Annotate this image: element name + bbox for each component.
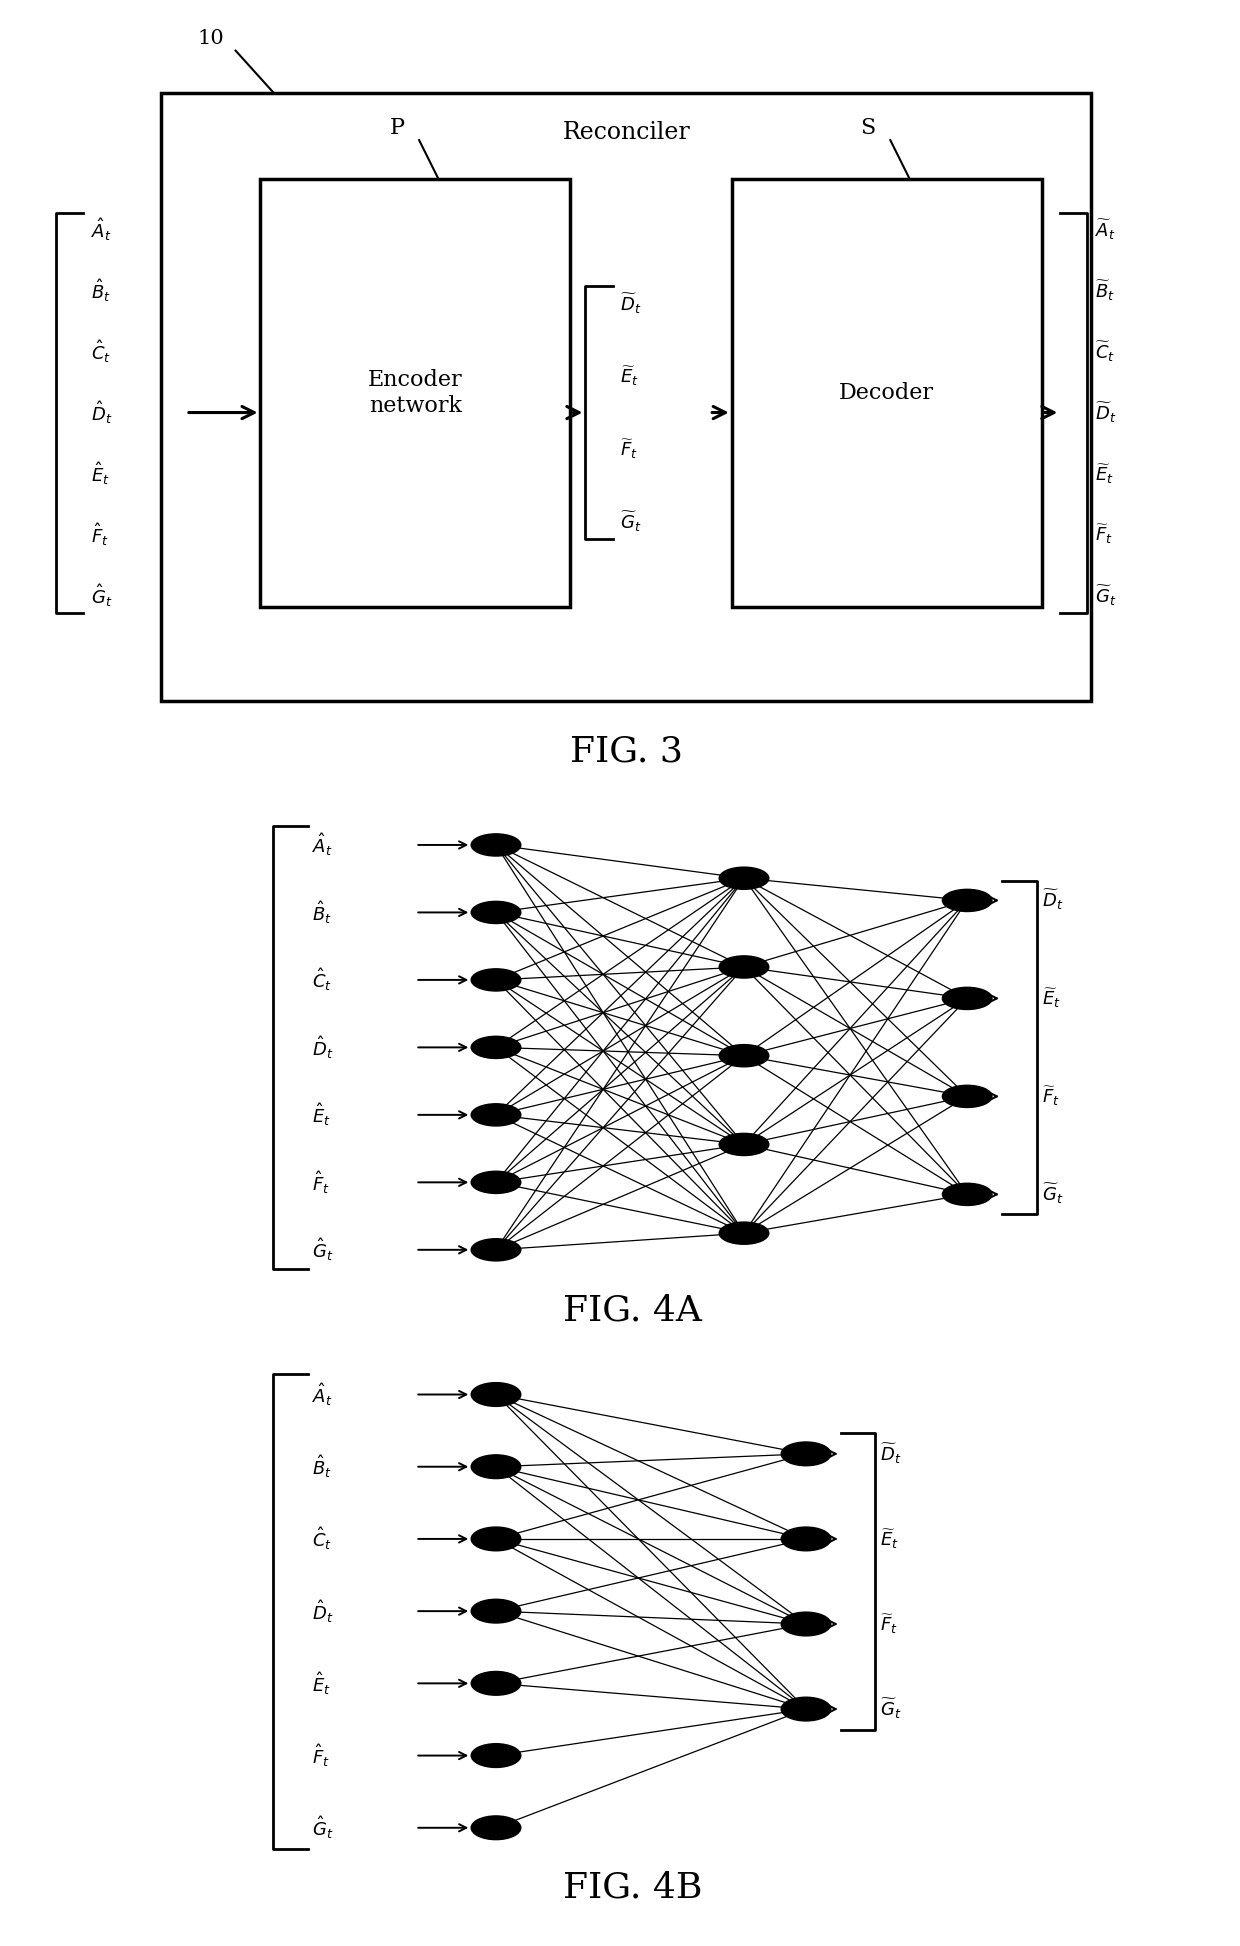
Text: Encoder
network: Encoder network <box>368 370 463 416</box>
Text: 10: 10 <box>197 29 224 49</box>
Circle shape <box>942 987 992 1010</box>
Text: $\hat{D}_t$: $\hat{D}_t$ <box>91 399 112 426</box>
Text: $\hat{E}_t$: $\hat{E}_t$ <box>91 459 109 486</box>
Text: $\hat{F}_t$: $\hat{F}_t$ <box>91 522 108 549</box>
Text: $\widetilde{D}_t$: $\widetilde{D}_t$ <box>620 292 641 315</box>
Text: $\widetilde{F}_t$: $\widetilde{F}_t$ <box>880 1611 898 1637</box>
Text: FIG. 3: FIG. 3 <box>569 734 683 769</box>
Text: $\widetilde{E}_t$: $\widetilde{E}_t$ <box>620 364 639 387</box>
Text: P: P <box>389 117 404 140</box>
Text: Reconciler: Reconciler <box>562 121 691 144</box>
Circle shape <box>781 1697 831 1720</box>
Circle shape <box>471 1240 521 1261</box>
Circle shape <box>471 1037 521 1059</box>
Text: $\widetilde{A}_t$: $\widetilde{A}_t$ <box>1095 218 1116 241</box>
Circle shape <box>471 1171 521 1193</box>
Text: $\hat{G}_t$: $\hat{G}_t$ <box>91 582 112 609</box>
Circle shape <box>781 1442 831 1465</box>
Text: $\hat{E}_t$: $\hat{E}_t$ <box>312 1670 331 1697</box>
Text: $\widetilde{B}_t$: $\widetilde{B}_t$ <box>1095 278 1115 304</box>
Text: FIG. 4A: FIG. 4A <box>563 1294 702 1327</box>
Circle shape <box>471 1103 521 1127</box>
Text: $\hat{G}_t$: $\hat{G}_t$ <box>312 1236 334 1263</box>
Circle shape <box>471 1600 521 1623</box>
Circle shape <box>942 1086 992 1107</box>
Text: $\widetilde{G}_t$: $\widetilde{G}_t$ <box>880 1697 901 1720</box>
Circle shape <box>942 889 992 911</box>
Circle shape <box>719 955 769 979</box>
Circle shape <box>471 1816 521 1839</box>
Text: $\hat{C}_t$: $\hat{C}_t$ <box>312 1526 332 1553</box>
Circle shape <box>471 1672 521 1695</box>
Text: $\hat{D}_t$: $\hat{D}_t$ <box>312 1598 334 1625</box>
Text: $\hat{A}_t$: $\hat{A}_t$ <box>91 216 112 243</box>
Text: $\widetilde{D}_t$: $\widetilde{D}_t$ <box>1095 401 1116 424</box>
Circle shape <box>719 868 769 889</box>
Text: $\widetilde{E}_t$: $\widetilde{E}_t$ <box>1042 987 1060 1010</box>
Text: $\widetilde{E}_t$: $\widetilde{E}_t$ <box>880 1528 899 1551</box>
Circle shape <box>781 1611 831 1637</box>
Text: $\widetilde{D}_t$: $\widetilde{D}_t$ <box>880 1442 901 1465</box>
Bar <box>161 93 1091 701</box>
Text: FIG. 4B: FIG. 4B <box>563 1870 702 1903</box>
Text: $\widetilde{E}_t$: $\widetilde{E}_t$ <box>1095 461 1114 485</box>
Bar <box>260 179 570 607</box>
Circle shape <box>719 1045 769 1066</box>
Text: $\hat{C}_t$: $\hat{C}_t$ <box>312 967 332 992</box>
Text: $\hat{D}_t$: $\hat{D}_t$ <box>312 1033 334 1061</box>
Text: $\widetilde{C}_t$: $\widetilde{C}_t$ <box>1095 339 1115 364</box>
Circle shape <box>471 969 521 991</box>
Text: $\hat{E}_t$: $\hat{E}_t$ <box>312 1101 331 1129</box>
Text: S: S <box>861 117 875 140</box>
Text: $\hat{B}_t$: $\hat{B}_t$ <box>91 276 110 304</box>
Text: $\widetilde{F}_t$: $\widetilde{F}_t$ <box>620 438 637 461</box>
Text: $\hat{C}_t$: $\hat{C}_t$ <box>91 339 110 366</box>
Text: $\hat{F}_t$: $\hat{F}_t$ <box>312 1170 330 1195</box>
Circle shape <box>719 1222 769 1243</box>
Text: $\widetilde{G}_t$: $\widetilde{G}_t$ <box>620 510 641 533</box>
Text: $\hat{A}_t$: $\hat{A}_t$ <box>312 831 334 858</box>
Circle shape <box>942 1183 992 1205</box>
Text: $\widetilde{F}_t$: $\widetilde{F}_t$ <box>1095 523 1112 547</box>
Circle shape <box>471 1744 521 1767</box>
Circle shape <box>471 901 521 924</box>
Text: $\hat{A}_t$: $\hat{A}_t$ <box>312 1382 334 1407</box>
Text: $\hat{F}_t$: $\hat{F}_t$ <box>312 1742 330 1769</box>
Circle shape <box>471 1528 521 1551</box>
Circle shape <box>471 833 521 856</box>
Circle shape <box>471 1382 521 1407</box>
Circle shape <box>781 1528 831 1551</box>
Text: $\hat{B}_t$: $\hat{B}_t$ <box>312 899 332 926</box>
Text: Decoder: Decoder <box>839 381 934 405</box>
Circle shape <box>471 1456 521 1479</box>
Text: $\widetilde{D}_t$: $\widetilde{D}_t$ <box>1042 889 1063 913</box>
Bar <box>732 179 1042 607</box>
Circle shape <box>719 1133 769 1156</box>
Text: $\widetilde{G}_t$: $\widetilde{G}_t$ <box>1042 1183 1063 1207</box>
Text: $\hat{B}_t$: $\hat{B}_t$ <box>312 1454 332 1481</box>
Text: $\hat{G}_t$: $\hat{G}_t$ <box>312 1814 334 1841</box>
Text: $\widetilde{G}_t$: $\widetilde{G}_t$ <box>1095 584 1116 607</box>
Text: $\widetilde{F}_t$: $\widetilde{F}_t$ <box>1042 1084 1059 1109</box>
